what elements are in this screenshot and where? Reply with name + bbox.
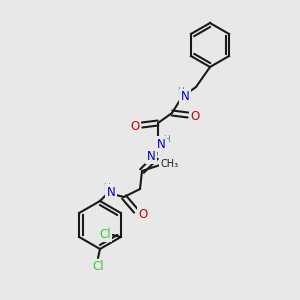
Text: H: H [177, 88, 183, 97]
Text: N: N [181, 91, 189, 103]
Text: N: N [147, 149, 155, 163]
Text: O: O [138, 208, 148, 220]
Text: CH₃: CH₃ [161, 159, 179, 169]
Text: O: O [130, 119, 140, 133]
Text: H: H [164, 134, 170, 143]
Text: Cl: Cl [99, 227, 111, 241]
Text: O: O [190, 110, 200, 122]
Text: H: H [103, 182, 110, 191]
Text: N: N [157, 137, 165, 151]
Text: N: N [106, 185, 116, 199]
Text: Cl: Cl [92, 260, 104, 274]
